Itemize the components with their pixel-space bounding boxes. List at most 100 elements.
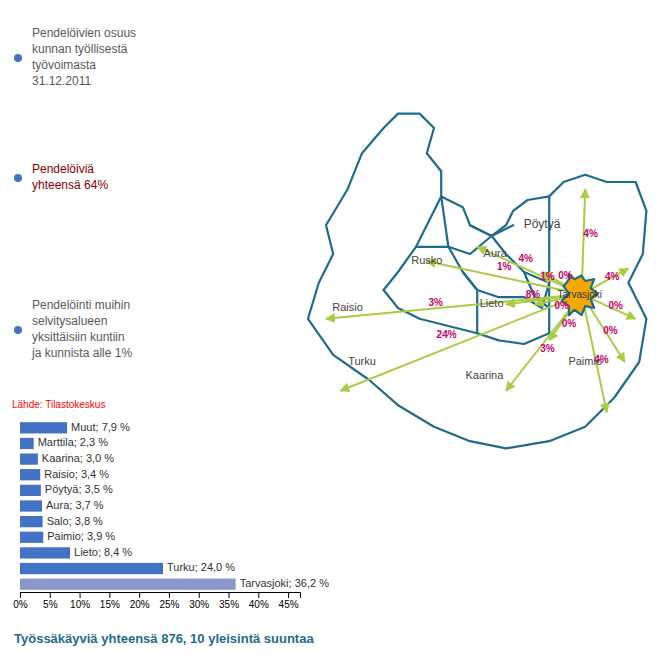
- bar-chart: Muut; 7,9 %Marttila; 2,3 %Kaarina; 3,0 %…: [13, 421, 329, 610]
- arrow-label: 8%: [526, 289, 541, 300]
- bar: [20, 532, 43, 543]
- tick-mark: [80, 592, 81, 598]
- map-boundary: [384, 196, 442, 290]
- text-line: Pendelöiviä: [32, 162, 94, 176]
- bar-label: Pöytyä; 3,5 %: [45, 483, 113, 495]
- bullet: [14, 174, 22, 182]
- bar: [20, 469, 40, 480]
- bullet-text: Pendelöinti muihin selvitysalueen yksittäi…: [31, 298, 132, 360]
- bars: [20, 422, 236, 590]
- map-boundary: [476, 290, 478, 333]
- map-boundary: [470, 225, 513, 236]
- tick-mark: [139, 592, 140, 598]
- tick-label: 0%: [13, 599, 28, 610]
- arrow-label: 0%: [609, 300, 624, 311]
- arrows: [326, 189, 636, 412]
- bar: [20, 516, 43, 527]
- bullet: [14, 54, 22, 62]
- map-label: Turku: [348, 355, 376, 367]
- tick: 45%: [279, 592, 299, 610]
- axis-line: [21, 593, 301, 599]
- tick: 5%: [43, 592, 58, 610]
- bullet-text: Pendelöiviä yhteensä 64%: [32, 162, 108, 192]
- arrow-label: 24%: [437, 329, 457, 340]
- tick-mark: [50, 592, 51, 598]
- tick-mark: [229, 592, 230, 598]
- map-arrow: [340, 294, 581, 390]
- text-line: ja kunnista alle 1%: [31, 346, 132, 360]
- map-boundary: [308, 114, 646, 449]
- map-arrow: [326, 294, 582, 318]
- map-boundary: [416, 246, 448, 248]
- bar-labels: Muut; 7,9 %Marttila; 2,3 %Kaarina; 3,0 %…: [38, 421, 329, 589]
- text-line: yhteensä 64%: [32, 178, 108, 192]
- tick-mark: [109, 592, 110, 598]
- text-line: Pendelöivien osuus: [32, 26, 136, 40]
- text-line: Pendelöinti muihin: [32, 298, 130, 312]
- text-line: työvoimasta: [32, 58, 96, 72]
- arrow-label: 3%: [540, 343, 555, 354]
- map-label: Kaarina: [465, 369, 504, 381]
- bullet: [14, 326, 22, 334]
- bar-label: Raisio; 3,4 %: [44, 468, 109, 480]
- map-label: Lieto: [480, 297, 504, 309]
- arrow-label: 4%: [594, 354, 609, 365]
- bar: [20, 579, 236, 590]
- tick: 30%: [189, 592, 209, 610]
- arrow-label: 4%: [519, 253, 534, 264]
- map-label: Aura: [484, 247, 508, 259]
- arrow-label: 1%: [497, 261, 512, 272]
- tick: 25%: [159, 592, 179, 610]
- bar-label: Lieto; 8,4 %: [74, 546, 132, 558]
- tick-label: 30%: [189, 599, 209, 610]
- tick-label: 25%: [159, 599, 179, 610]
- arrow-label: 1%: [540, 271, 555, 282]
- bar-label: Marttila; 2,3 %: [38, 436, 109, 448]
- bar-label: Kaarina; 3,0 %: [42, 452, 114, 464]
- arrow-label: 0%: [562, 318, 577, 329]
- bar-label: Paimio; 3,9 %: [47, 530, 115, 542]
- tick-label: 10%: [70, 599, 90, 610]
- map-label: Tarvasjoki: [558, 289, 602, 300]
- tick-label: 35%: [219, 599, 239, 610]
- bar: [20, 485, 41, 496]
- text-line: selvitysalueen: [32, 314, 107, 328]
- bar: [20, 438, 34, 449]
- tick-label: 15%: [100, 599, 120, 610]
- tick: 0%: [13, 592, 28, 610]
- arrow-label: 0%: [555, 300, 570, 311]
- tick: 20%: [130, 592, 150, 610]
- title: Työssäkäyviä yhteensä 876, 10 yleisintä …: [14, 631, 314, 646]
- tick: 35%: [219, 592, 239, 610]
- tick-mark: [258, 592, 259, 598]
- map-label: Pöytyä: [524, 217, 561, 231]
- chart: Pendelöivien osuus kunnan työllisestä työv…: [0, 0, 659, 663]
- tick-mark: [169, 592, 170, 598]
- bar: [20, 563, 163, 574]
- bullet-text: Pendelöivien osuus kunnan työllisestä työv…: [32, 26, 136, 88]
- tick-label: 20%: [130, 599, 150, 610]
- bar: [20, 500, 42, 511]
- map-label: Raisio: [332, 301, 363, 313]
- bar-label: Salo; 3,8 %: [47, 515, 103, 527]
- arrow-label: 3%: [429, 297, 444, 308]
- bar: [20, 453, 38, 464]
- tick: 40%: [249, 592, 269, 610]
- tick-mark: [288, 592, 289, 598]
- map-boundary: [548, 196, 550, 282]
- bar: [20, 422, 67, 433]
- tick: 10%: [70, 592, 90, 610]
- map-boundary: [477, 333, 549, 344]
- arrow-label: 0%: [603, 325, 618, 336]
- arrow-label: 4%: [583, 228, 598, 239]
- x-axis: 0% 5% 10% 15% 20% 25% 30% 35% 40% 45%: [13, 592, 300, 610]
- bar-label: Turku; 24,0 %: [167, 561, 235, 573]
- arrow-label: 0%: [558, 270, 573, 281]
- text-panel: Pendelöivien osuus kunnan työllisestä työv…: [12, 26, 136, 410]
- map: PöytyäRuskoAuraTarvasjokiRaisioLietoPaim…: [308, 114, 646, 449]
- text-line: kunnan työllisestä: [32, 42, 128, 56]
- tick-label: 40%: [249, 599, 269, 610]
- tick-label: 5%: [43, 599, 58, 610]
- tick: 15%: [100, 592, 120, 610]
- text-line: yksittäisiin kuntiin: [32, 330, 125, 344]
